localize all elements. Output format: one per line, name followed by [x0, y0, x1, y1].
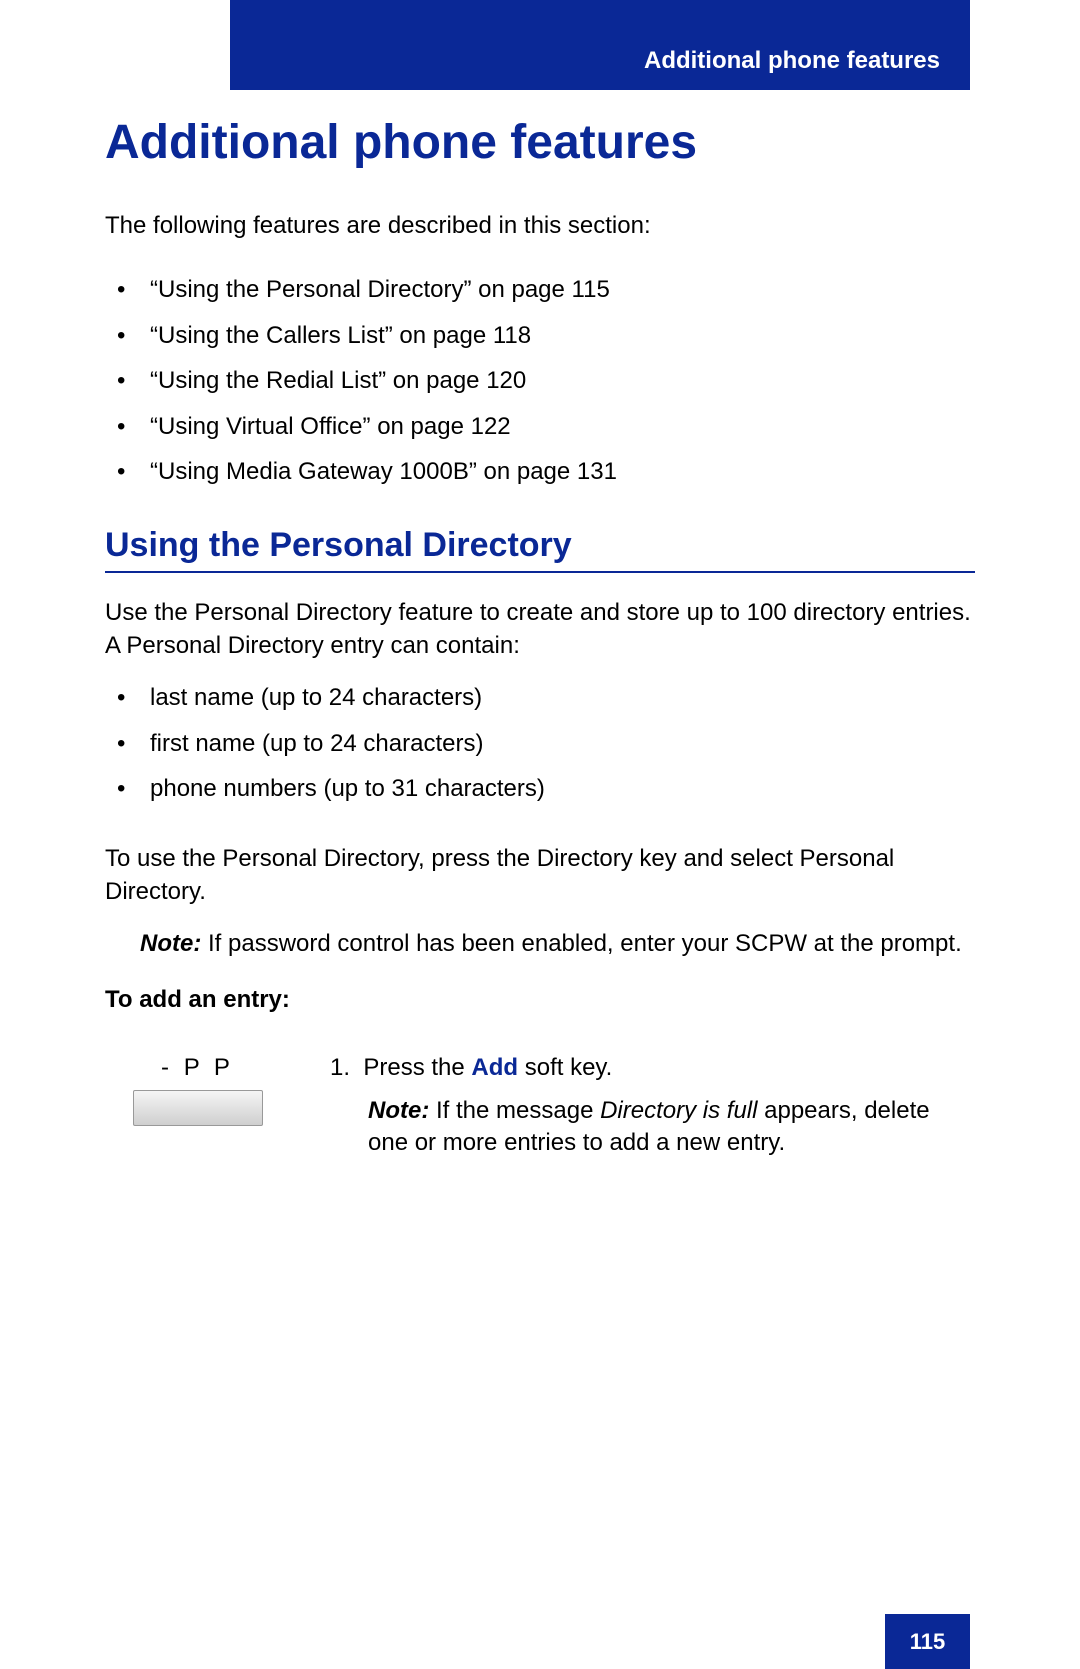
note-text: If password control has been enabled, en… — [201, 930, 961, 957]
step-number: 1. — [330, 1054, 350, 1081]
page-title: Additional phone features — [105, 115, 697, 170]
step-note-label: Note: — [368, 1097, 429, 1124]
note-label: Note: — [140, 930, 201, 957]
list-item: “Using the Personal Directory” on page 1… — [105, 274, 975, 306]
section-para-2: To use the Personal Directory, press the… — [105, 843, 975, 908]
list-item: phone numbers (up to 31 characters) — [105, 773, 975, 805]
intro-paragraph: The following features are described in … — [105, 210, 975, 242]
step-post: soft key. — [518, 1054, 612, 1081]
step-pre: Press the — [363, 1054, 471, 1081]
list-item: “Using Media Gateway 1000B” on page 131 — [105, 456, 975, 488]
list-item: “Using the Redial List” on page 120 — [105, 365, 975, 397]
step-note-italic: Directory is full — [600, 1097, 757, 1124]
section-para-1: Use the Personal Directory feature to cr… — [105, 597, 975, 662]
step-text-column: 1. Press the Add soft key. Note: If the … — [330, 1052, 975, 1159]
step-note-pre: If the message — [429, 1097, 600, 1124]
soft-key-icon — [133, 1090, 263, 1126]
page-number: 115 — [910, 1629, 946, 1655]
header-tab: Additional phone features — [230, 0, 970, 90]
step-row: - P P 1. Press the Add soft key. Note: I… — [105, 1052, 975, 1159]
running-title: Additional phone features — [644, 47, 940, 75]
list-item: first name (up to 24 characters) — [105, 728, 975, 760]
step-instruction: 1. Press the Add soft key. — [330, 1052, 975, 1084]
step-key-column: - P P — [105, 1052, 290, 1126]
step-note: Note: If the message Directory is full a… — [330, 1095, 975, 1160]
section-heading: Using the Personal Directory — [105, 526, 975, 573]
feature-toc-list: “Using the Personal Directory” on page 1… — [105, 274, 975, 488]
footer-tab: 115 — [885, 1614, 970, 1669]
note-block: Note: If password control has been enabl… — [105, 928, 975, 960]
sub-heading: To add an entry: — [105, 986, 975, 1014]
key-label: - P P — [161, 1054, 234, 1082]
list-item: last name (up to 24 characters) — [105, 682, 975, 714]
list-item: “Using the Callers List” on page 118 — [105, 320, 975, 352]
list-item: “Using Virtual Office” on page 122 — [105, 411, 975, 443]
entry-fields-list: last name (up to 24 characters) first na… — [105, 682, 975, 805]
body-content: The following features are described in … — [105, 210, 975, 1160]
step-key-name: Add — [471, 1054, 518, 1081]
